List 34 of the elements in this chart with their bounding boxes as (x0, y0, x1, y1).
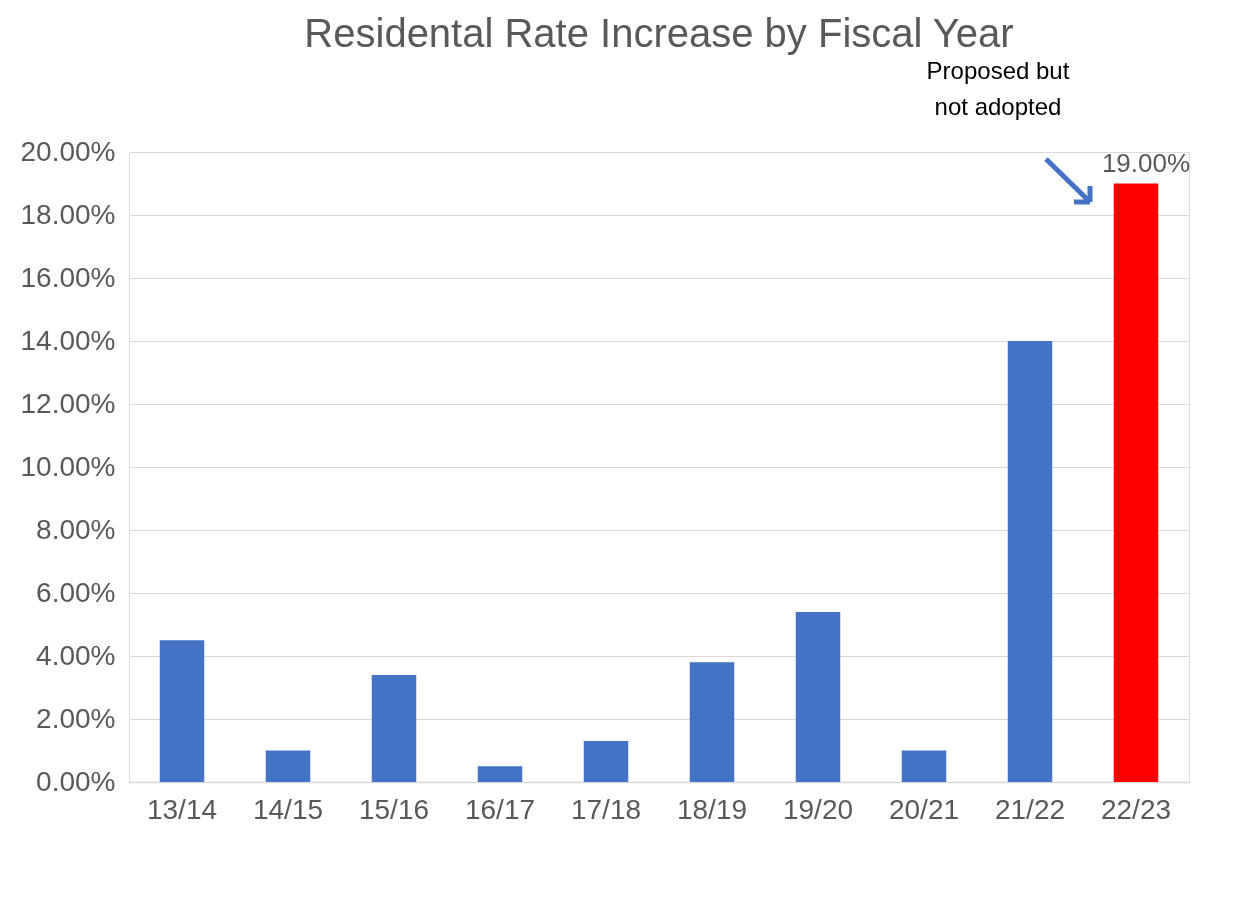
x-tick-label: 14/15 (252, 793, 324, 825)
x-tick-label: 17/18 (570, 793, 642, 825)
y-tick-label: 6.00% (36, 576, 116, 608)
bar (901, 750, 947, 782)
y-tick-label: 18.00% (20, 198, 116, 230)
y-tick-label: 0.00% (36, 765, 116, 797)
x-tick-label: 22/23 (1100, 793, 1172, 825)
y-tick-label: 2.00% (36, 702, 116, 734)
y-tick-label: 20.00% (20, 135, 116, 167)
bar (1007, 341, 1053, 782)
x-tick-label: 19/20 (782, 793, 854, 825)
chart-title: Residental Rate Increase by Fiscal Year (304, 11, 1014, 55)
y-tick-label: 14.00% (20, 324, 116, 356)
bar (583, 741, 629, 782)
bar (265, 750, 311, 782)
bar (1113, 183, 1159, 782)
y-tick-label: 16.00% (20, 261, 116, 293)
x-tick-label: 20/21 (888, 793, 960, 825)
x-tick-label: 21/22 (994, 793, 1066, 825)
y-tick-label: 10.00% (20, 450, 116, 482)
text: Proposed but not adopted (926, 57, 1070, 120)
x-tick-label: 13/14 (146, 793, 218, 825)
y-tick-label: 8.00% (36, 513, 116, 545)
x-tick-label: 18/19 (676, 793, 748, 825)
x-tick-label: 15/16 (358, 793, 430, 825)
data-label: 19.00% (1101, 147, 1191, 178)
bar (477, 766, 523, 782)
bar (371, 674, 417, 782)
y-tick-label: 12.00% (20, 387, 116, 419)
x-tick-label: 16/17 (464, 793, 536, 825)
bar (795, 611, 841, 782)
bar (689, 662, 735, 782)
y-tick-label: 4.00% (36, 639, 116, 671)
bar (159, 640, 205, 782)
